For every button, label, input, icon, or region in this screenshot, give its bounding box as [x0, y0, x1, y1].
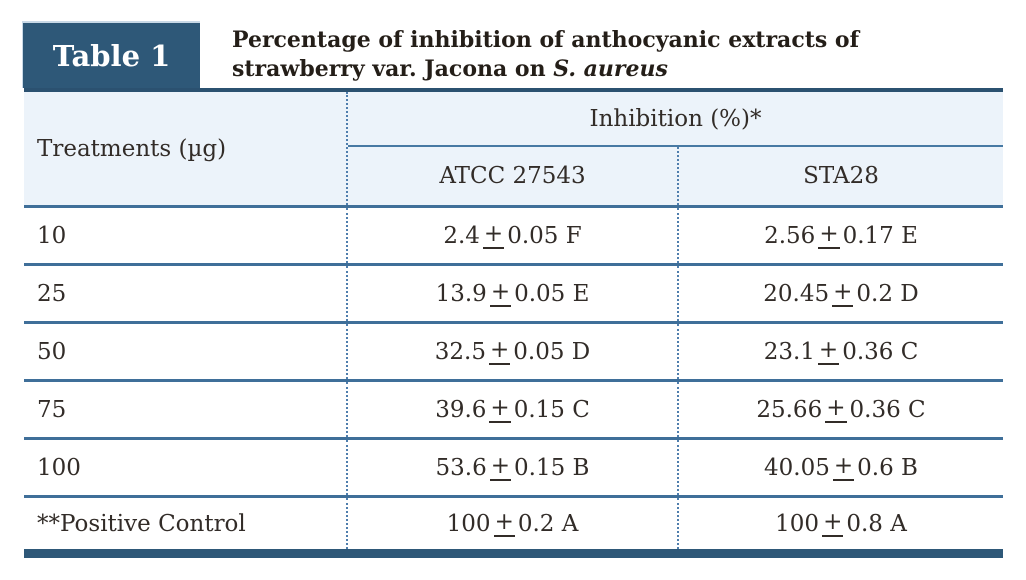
- atcc-cell: 32.5 +0.05 D: [348, 324, 679, 379]
- measurement-value: 25.66: [756, 396, 823, 423]
- plus-minus-symbol: +: [493, 510, 515, 538]
- measurement-sd: 0.36 C: [849, 396, 926, 423]
- plus-minus-symbol: +: [822, 510, 844, 538]
- atcc-cell: 2.4 +0.05 F: [348, 208, 679, 263]
- measurement-value: 39.6: [435, 396, 487, 423]
- table-row: 10 2.4 +0.05 F 2.56 +0.17 E: [24, 205, 1003, 263]
- plus-minus-symbol: +: [489, 454, 512, 482]
- table-title-line1: Percentage of inhibition of anthocyanic …: [232, 27, 860, 53]
- table-title-line2: strawberry var. Jacona on S. aureus: [232, 55, 1012, 84]
- treatment-cell: 25: [24, 266, 348, 321]
- measurement-value: 13.9: [435, 280, 487, 307]
- atcc-cell: 100 +0.2 A: [348, 498, 679, 549]
- treatments-header-cell: Treatments (µg): [24, 92, 348, 205]
- measurement-value: 23.1: [763, 338, 815, 365]
- measurement-value: 32.5: [434, 338, 486, 365]
- plus-minus-symbol: +: [825, 396, 847, 424]
- measurement-sd: 0.2 D: [856, 280, 919, 307]
- table-row: 25 13.9 +0.05 E 20.45 +0.2 D: [24, 263, 1003, 321]
- measurement-value: 53.6: [435, 454, 487, 481]
- table-header: Treatments (µg) Inhibition (%)* ATCC 275…: [24, 92, 1003, 205]
- table-label-badge: Table 1: [22, 21, 200, 88]
- table-row: **Positive Control 100 +0.2 A 100 +0.8 A: [24, 495, 1003, 549]
- table-row: 75 39.6 +0.15 C 25.66 +0.36 C: [24, 379, 1003, 437]
- table-title: Percentage of inhibition of anthocyanic …: [232, 26, 1012, 84]
- plus-minus-symbol: +: [817, 338, 840, 366]
- table-row: 100 53.6 +0.15 B 40.05 +0.6 B: [24, 437, 1003, 495]
- plus-minus-symbol: +: [489, 280, 512, 308]
- strain-header-atcc: ATCC 27543: [348, 147, 679, 205]
- plus-minus-symbol: +: [818, 222, 840, 250]
- table-title-line2-regular: strawberry var. Jacona on: [232, 56, 554, 82]
- measurement-value: 40.05: [764, 454, 830, 481]
- sta28-cell: 2.56 +0.17 E: [679, 208, 1003, 263]
- atcc-cell: 39.6 +0.15 C: [348, 382, 679, 437]
- treatment-cell: 10: [24, 208, 348, 263]
- measurement-sd: 0.6 B: [857, 454, 918, 481]
- table-label-text: Table 1: [52, 38, 171, 73]
- plus-minus-symbol: +: [488, 338, 511, 366]
- table-row: 50 32.5 +0.05 D 23.1 +0.36 C: [24, 321, 1003, 379]
- measurement-value: 100: [775, 510, 820, 537]
- measurement-sd: 0.05 D: [513, 338, 591, 365]
- plus-minus-symbol: +: [489, 396, 511, 424]
- measurement-sd: 0.05 E: [514, 280, 590, 307]
- treatment-cell: 50: [24, 324, 348, 379]
- plus-minus-symbol: +: [832, 454, 855, 482]
- atcc-cell: 53.6 +0.15 B: [348, 440, 679, 495]
- plus-minus-symbol: +: [482, 222, 505, 250]
- measurement-sd: 0.2 A: [517, 510, 579, 537]
- treatment-cell: 75: [24, 382, 348, 437]
- measurement-value: 2.4: [443, 222, 480, 249]
- measurement-sd: 0.8 A: [846, 510, 907, 537]
- measurement-value: 100: [446, 510, 491, 537]
- strain-header-sta28: STA28: [803, 163, 879, 189]
- measurement-value: 2.56: [764, 222, 816, 249]
- sta28-cell: 40.05 +0.6 B: [679, 440, 1003, 495]
- measurement-sd: 0.17 E: [842, 222, 918, 249]
- measurement-value: 20.45: [763, 280, 830, 307]
- data-table: Treatments (µg) Inhibition (%)* ATCC 275…: [24, 88, 1003, 558]
- treatment-cell: **Positive Control: [24, 498, 348, 549]
- sta28-cell: 20.45 +0.2 D: [679, 266, 1003, 321]
- measurement-sd: 0.05 F: [507, 222, 582, 249]
- treatment-cell: 100: [24, 440, 348, 495]
- sta28-cell: 23.1 +0.36 C: [679, 324, 1003, 379]
- inhibition-group-header-cell: Inhibition (%)*: [348, 92, 1003, 147]
- sta28-cell: 100 +0.8 A: [679, 498, 1003, 549]
- measurement-sd: 0.15 B: [514, 454, 590, 481]
- measurement-sd: 0.36 C: [842, 338, 919, 365]
- sta28-cell: 25.66 +0.36 C: [679, 382, 1003, 437]
- measurement-sd: 0.15 C: [513, 396, 590, 423]
- plus-minus-symbol: +: [832, 280, 854, 308]
- atcc-cell: 13.9 +0.05 E: [348, 266, 679, 321]
- table-title-line2-italic: S. aureus: [553, 56, 668, 82]
